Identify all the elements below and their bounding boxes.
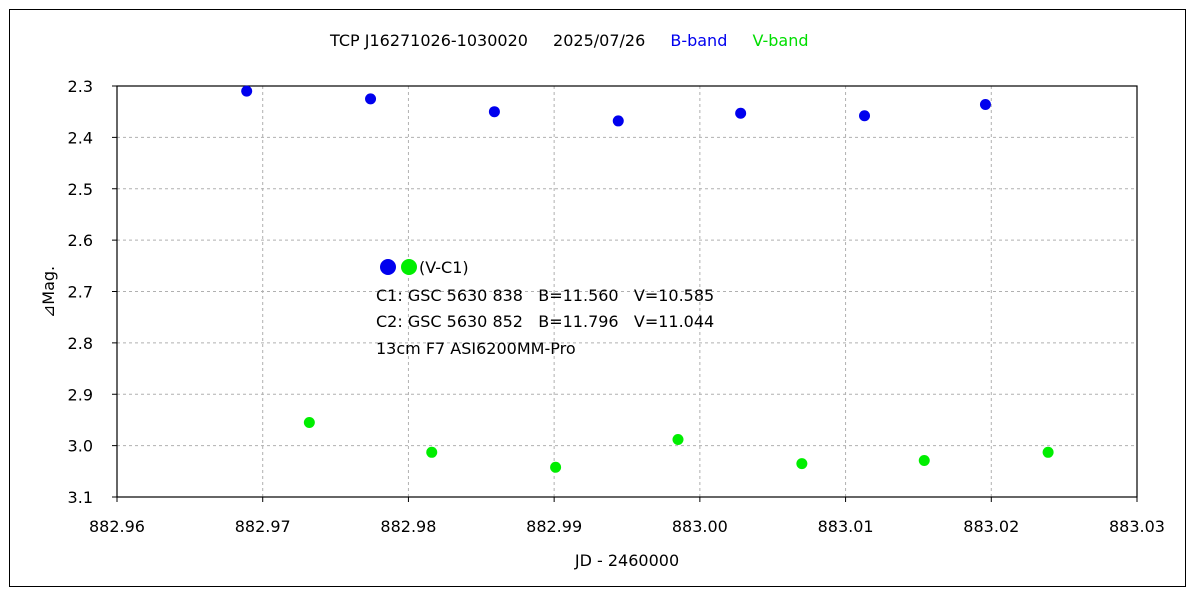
- b-band-point: [488, 106, 500, 118]
- x-tick-label: 883.02: [963, 517, 1019, 536]
- b-band-point: [241, 85, 253, 97]
- v-band-point: [918, 455, 930, 467]
- grid-lines: [117, 86, 1137, 497]
- v-band-point: [796, 458, 808, 470]
- annotation-line-c2: C2: GSC 5630 852 B=11.796 V=11.044: [376, 312, 714, 331]
- x-tick-label: 882.99: [526, 517, 582, 536]
- y-tick-label: 3.1: [68, 488, 93, 507]
- annotation-v-marker: [401, 259, 417, 275]
- x-axis-ticks: 882.96 882.97 882.98 882.99 883.00 883.01 883.…: [89, 497, 1165, 536]
- b-band-point: [979, 98, 991, 110]
- annotation-block: (V-C1) C1: GSC 5630 838 B=11.560 V=10.58…: [376, 258, 714, 358]
- b-band-point: [859, 110, 871, 122]
- y-axis-label: ⊿Mag.: [39, 266, 58, 318]
- y-tick-label: 2.8: [68, 334, 93, 353]
- y-tick-label: 2.7: [68, 283, 93, 302]
- x-tick-label: 883.03: [1109, 517, 1165, 536]
- v-band-point: [303, 417, 315, 429]
- b-band-point: [365, 93, 377, 105]
- title-b-band: B-band: [670, 31, 727, 50]
- annotation-marker-label: (V-C1): [419, 258, 469, 277]
- chart-title: TCP J16271026-1030020 2025/07/26 B-band …: [329, 31, 809, 50]
- v-band-point: [426, 446, 438, 458]
- annotation-b-marker: [380, 259, 396, 275]
- b-band-point: [735, 107, 747, 119]
- v-band-point: [1042, 446, 1054, 458]
- title-object: TCP J16271026-1030020: [329, 31, 528, 50]
- x-tick-label: 883.01: [818, 517, 874, 536]
- title-date: 2025/07/26: [553, 31, 645, 50]
- x-tick-label: 882.98: [380, 517, 436, 536]
- annotation-line-c1: C1: GSC 5630 838 B=11.560 V=10.585: [376, 286, 714, 305]
- annotation-line-equipment: 13cm F7 ASI6200MM-Pro: [376, 339, 576, 358]
- y-tick-label: 2.3: [68, 77, 93, 96]
- v-band-point: [550, 461, 562, 473]
- x-tick-label: 882.97: [235, 517, 291, 536]
- y-tick-label: 2.9: [68, 385, 93, 404]
- title-v-band: V-band: [752, 31, 808, 50]
- b-band-point: [612, 115, 624, 127]
- y-tick-label: 2.5: [68, 180, 93, 199]
- x-tick-label: 883.00: [672, 517, 728, 536]
- y-tick-label: 3.0: [68, 437, 93, 456]
- x-tick-label: 882.96: [89, 517, 145, 536]
- y-tick-label: 2.4: [68, 128, 93, 147]
- y-tick-label: 2.6: [68, 231, 93, 250]
- x-axis-label: JD - 2460000: [574, 551, 679, 570]
- data-points: [241, 85, 1054, 473]
- y-axis-ticks: 2.3 2.4 2.5 2.6 2.7 2.8 2.9 3.0 3.1: [68, 77, 117, 507]
- v-band-point: [672, 433, 684, 445]
